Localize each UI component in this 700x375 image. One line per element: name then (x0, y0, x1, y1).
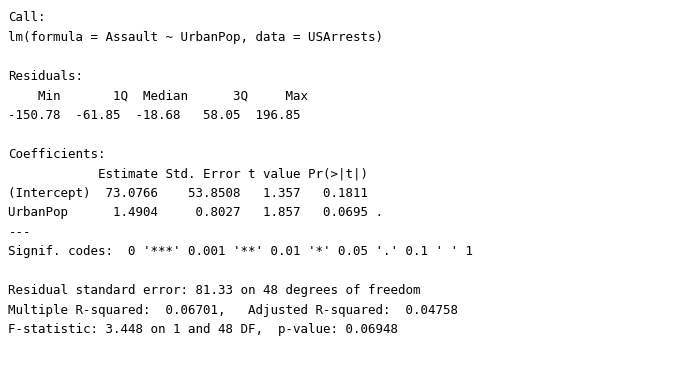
Text: Call:: Call: (8, 11, 46, 24)
Text: (Intercept)  73.0766    53.8508   1.357   0.1811: (Intercept) 73.0766 53.8508 1.357 0.1811 (8, 187, 368, 200)
Text: Residuals:: Residuals: (8, 70, 83, 83)
Text: F-statistic: 3.448 on 1 and 48 DF,  p-value: 0.06948: F-statistic: 3.448 on 1 and 48 DF, p-val… (8, 323, 398, 336)
Text: -150.78  -61.85  -18.68   58.05  196.85: -150.78 -61.85 -18.68 58.05 196.85 (8, 109, 301, 122)
Text: Min       1Q  Median      3Q     Max: Min 1Q Median 3Q Max (8, 89, 309, 102)
Text: UrbanPop      1.4904     0.8027   1.857   0.0695 .: UrbanPop 1.4904 0.8027 1.857 0.0695 . (8, 206, 384, 219)
Text: Signif. codes:  0 '***' 0.001 '**' 0.01 '*' 0.05 '.' 0.1 ' ' 1: Signif. codes: 0 '***' 0.001 '**' 0.01 '… (8, 245, 473, 258)
Text: Coefficients:: Coefficients: (8, 148, 106, 161)
Text: lm(formula = Assault ~ UrbanPop, data = USArrests): lm(formula = Assault ~ UrbanPop, data = … (8, 31, 384, 44)
Text: ---: --- (8, 226, 31, 239)
Text: Residual standard error: 81.33 on 48 degrees of freedom: Residual standard error: 81.33 on 48 deg… (8, 284, 421, 297)
Text: Estimate Std. Error t value Pr(>|t|): Estimate Std. Error t value Pr(>|t|) (8, 167, 368, 180)
Text: Multiple R-squared:  0.06701,   Adjusted R-squared:  0.04758: Multiple R-squared: 0.06701, Adjusted R-… (8, 304, 458, 317)
